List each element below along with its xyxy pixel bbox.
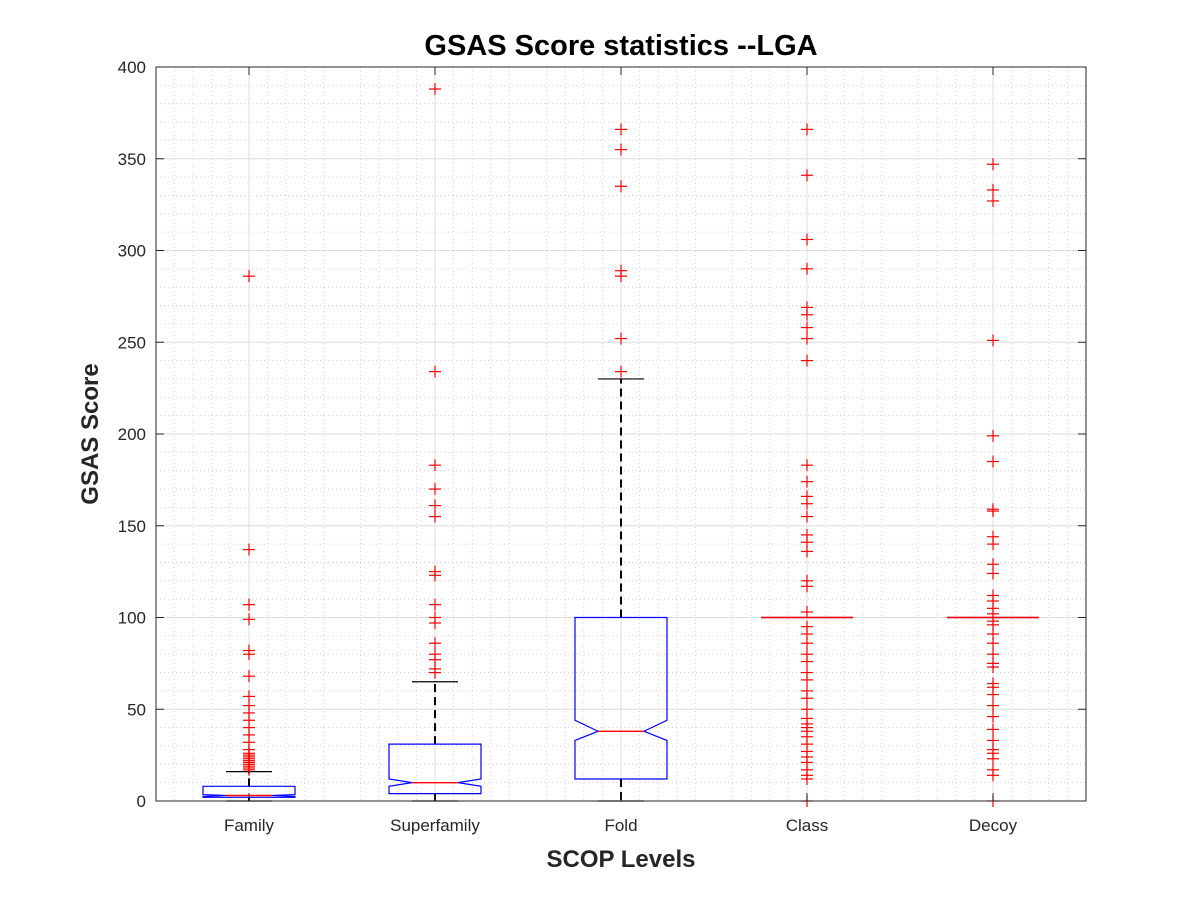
outlier-marker [243,613,255,626]
y-tick-label: 200 [118,425,146,444]
outlier-marker [429,499,441,512]
outlier-marker [615,123,627,136]
outlier-marker [615,332,627,345]
outlier-marker [987,769,999,782]
outlier-layer [243,83,999,807]
outlier-marker [801,605,813,618]
y-tick-label: 350 [118,150,146,169]
outlier-marker [429,459,441,472]
outlier-marker [987,723,999,736]
x-tick-label: Class [786,816,829,835]
x-tick-label: Fold [604,816,637,835]
y-tick-label: 300 [118,242,146,261]
outlier-marker [987,567,999,580]
outlier-marker [801,673,813,686]
outlier-marker [987,194,999,207]
outlier-marker [429,483,441,496]
outlier-marker [987,505,999,518]
outlier-marker [801,692,813,705]
outlier-marker [987,637,999,650]
box-body [574,616,668,780]
outlier-marker [429,617,441,630]
outlier-marker [801,497,813,510]
outlier-marker [987,183,999,196]
outlier-marker [987,538,999,551]
outlier-marker [615,365,627,378]
outlier-marker [801,308,813,321]
outlier-marker [615,270,627,283]
y-tick-label: 400 [118,58,146,77]
outlier-marker [987,710,999,723]
outlier-marker [243,763,255,776]
tick-layer: 0 50 100 150 200 250 300 350 400 Family Superfamil… [118,58,1086,835]
outlier-marker [801,510,813,523]
outlier-marker [429,637,441,650]
outlier-marker [243,543,255,556]
x-tick-label: Family [224,816,275,835]
outlier-marker [243,270,255,283]
x-tick-label: Decoy [969,816,1018,835]
outlier-marker [615,143,627,156]
outlier-marker [987,158,999,171]
outlier-marker [429,598,441,611]
y-tick-label: 50 [127,700,146,719]
outlier-marker [801,475,813,488]
outlier-marker [801,262,813,275]
outlier-marker [243,670,255,683]
outlier-marker [987,688,999,701]
outlier-marker [801,637,813,650]
box-body [202,785,296,798]
outlier-marker [987,661,999,674]
outlier-marker [987,699,999,712]
outlier-marker [801,169,813,182]
y-axis-label: GSAS Score [77,363,104,504]
outlier-marker [801,233,813,246]
outlier-marker [801,123,813,136]
y-tick-label: 0 [137,792,146,811]
outlier-marker [987,334,999,347]
box-body [388,743,482,795]
outlier-marker [801,772,813,785]
outlier-marker [243,648,255,661]
x-tick-label: Superfamily [390,816,480,835]
outlier-marker [615,180,627,193]
outlier-marker [429,83,441,96]
outlier-marker [801,459,813,472]
chart-title: GSAS Score statistics --LGA [424,30,817,62]
outlier-marker [429,569,441,582]
outlier-marker [243,598,255,611]
outlier-marker [429,510,441,523]
outlier-marker [987,752,999,765]
outlier-marker [801,545,813,558]
outlier-marker [801,580,813,593]
outlier-marker [987,455,999,468]
y-tick-label: 100 [118,609,146,628]
y-tick-label: 250 [118,333,146,352]
y-tick-label: 150 [118,517,146,536]
x-axis-label: SCOP Levels [547,846,696,873]
outlier-marker [801,354,813,367]
outlier-marker [987,429,999,442]
outlier-marker [801,655,813,668]
outlier-marker [429,666,441,679]
outlier-marker [429,365,441,378]
outlier-marker [801,321,813,334]
outlier-marker [801,332,813,345]
